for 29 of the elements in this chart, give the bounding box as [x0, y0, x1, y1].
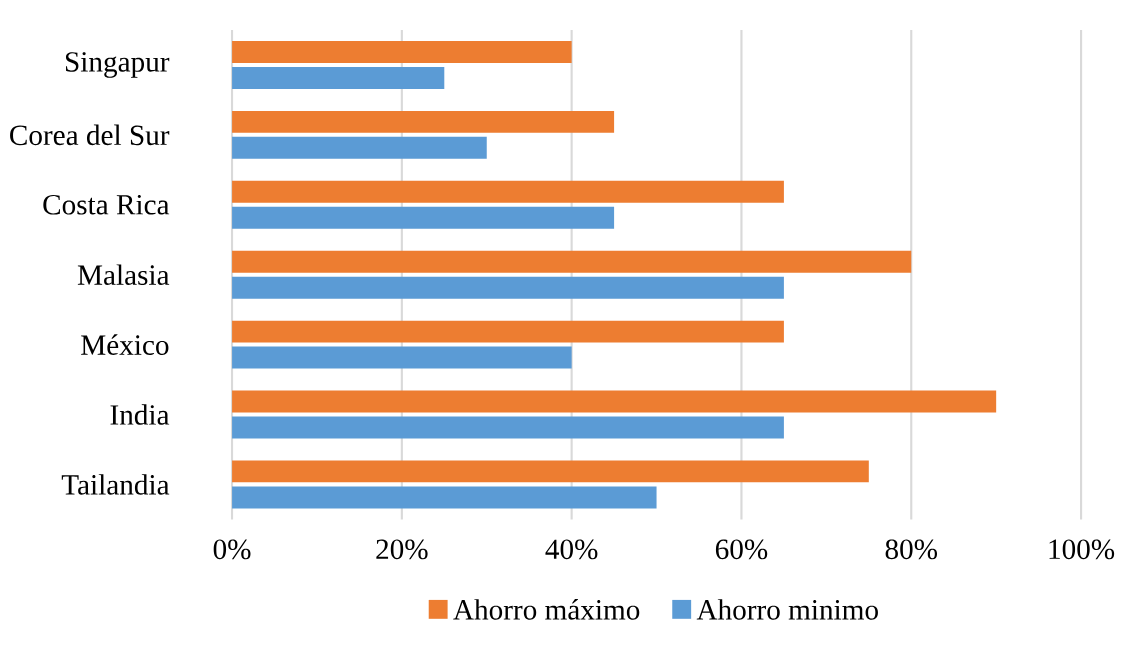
bar: [232, 276, 784, 299]
bar: [232, 136, 487, 159]
y-tick-label: Corea del Sur: [10, 124, 170, 146]
bar: [232, 250, 912, 273]
legend-label: Ahorro minimo: [696, 599, 878, 620]
x-tick-label: 100%: [1049, 539, 1115, 560]
bar: [232, 346, 572, 369]
x-tick-label: 80%: [885, 539, 938, 560]
y-tick-label: Tailandia: [61, 474, 170, 495]
y-tick-label: Singapur: [65, 52, 170, 78]
bar: [232, 486, 657, 509]
x-tick-label: 20%: [376, 539, 428, 560]
bar: [232, 110, 615, 133]
x-tick-label: 0%: [213, 539, 251, 560]
y-tick-label: India: [110, 404, 170, 425]
x-tick-label: 60%: [715, 539, 768, 560]
bar: [232, 320, 784, 343]
bar: [232, 66, 445, 89]
bar: [232, 40, 572, 63]
bar: [232, 390, 997, 413]
bar: [232, 180, 784, 203]
y-tick-label: México: [81, 334, 169, 355]
bar: [232, 416, 784, 439]
y-tick-label: Costa Rica: [43, 194, 170, 215]
legend-label: Ahorro máximo: [453, 599, 640, 620]
y-tick-label: Malasia: [77, 264, 170, 285]
x-tick-label: 40%: [545, 539, 598, 560]
bar: [232, 206, 615, 229]
bar: [232, 460, 869, 483]
